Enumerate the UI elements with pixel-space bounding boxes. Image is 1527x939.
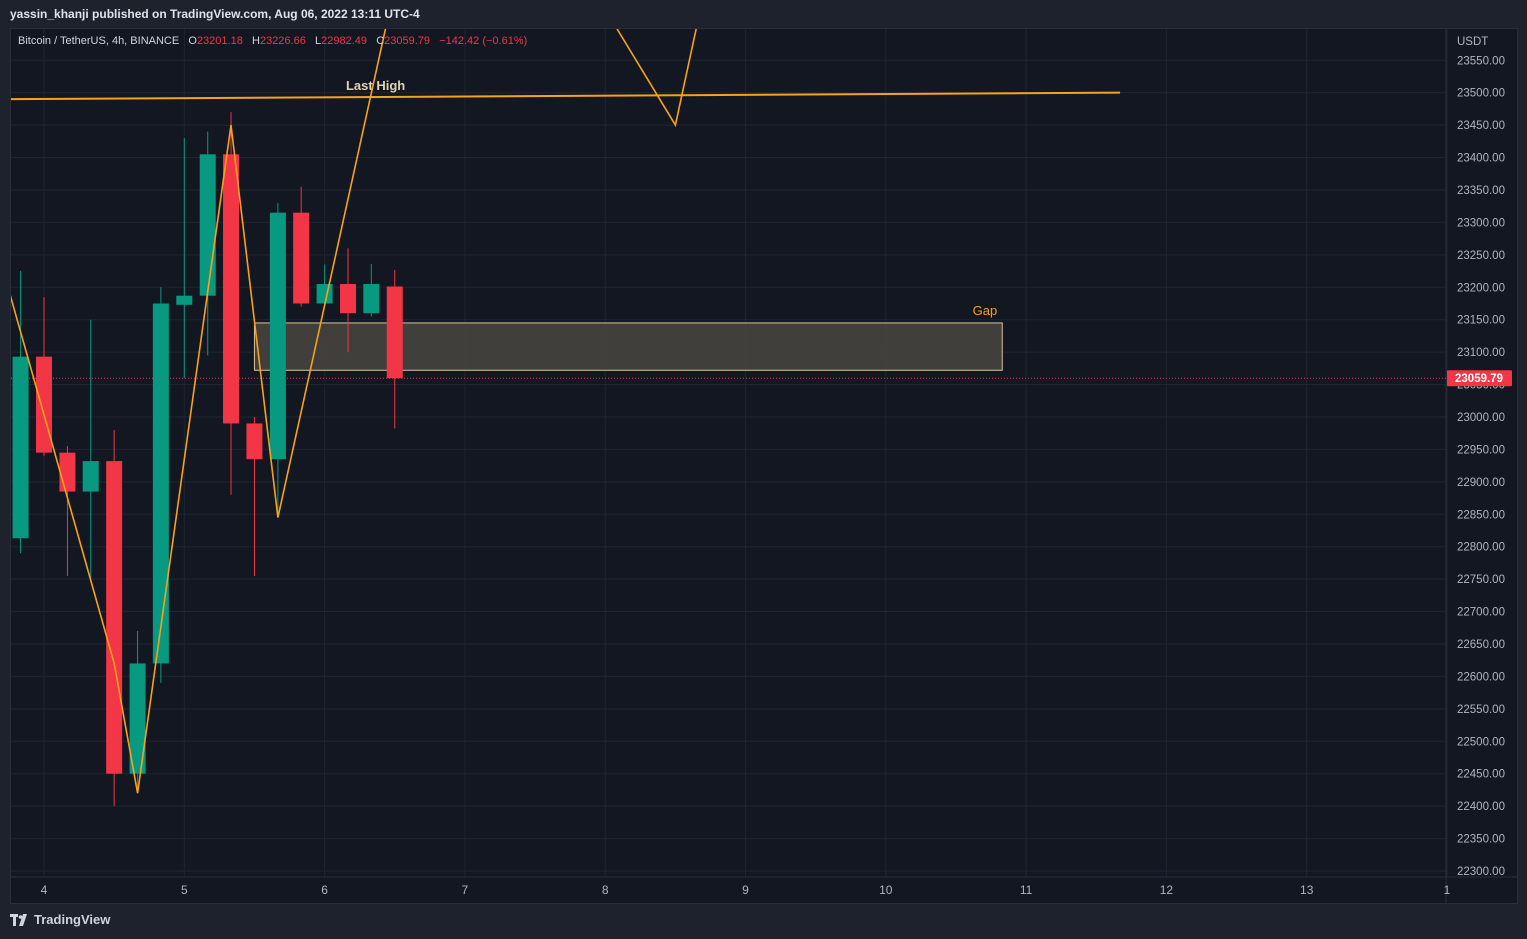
zigzag-drawing[interactable] (9, 0, 407, 794)
y-tick-label: 23300.00 (1457, 217, 1505, 229)
open-value: 23201.18 (196, 35, 243, 47)
tradingview-logo-icon (10, 913, 27, 926)
x-tick-label: 13 (1300, 883, 1314, 897)
candle-body-down[interactable] (223, 154, 240, 424)
tradingview-brand[interactable]: TradingView (10, 912, 110, 927)
y-tick-label: 23500.00 (1457, 88, 1505, 100)
y-tick-label: 22750.00 (1457, 574, 1505, 586)
last-price-badge-label: 23059.79 (1455, 373, 1503, 385)
x-tick-label: 7 (462, 883, 469, 897)
last-high-label: Last High (346, 78, 405, 93)
symbol-name[interactable]: Bitcoin / TetherUS, 4h, BINANCE (18, 35, 180, 47)
high-value: 23226.66 (259, 35, 306, 47)
candle-body-up[interactable] (199, 154, 216, 296)
y-tick-label: 22400.00 (1457, 801, 1505, 813)
y-tick-label: 22900.00 (1457, 477, 1505, 489)
candle-body-down[interactable] (106, 461, 123, 774)
low-value: 22982.49 (321, 35, 368, 47)
publisher-info: yassin_khanji published on TradingView.c… (10, 7, 420, 21)
candle-body-down[interactable] (293, 212, 310, 304)
y-tick-label: 22300.00 (1457, 866, 1505, 878)
gap-zone-rect[interactable] (253, 322, 1003, 371)
y-tick-label: 22650.00 (1457, 639, 1505, 651)
gap-zone-label: Gap (973, 303, 998, 318)
zigzag-projection[interactable] (616, 28, 697, 128)
high-label: H (252, 35, 260, 47)
x-tick-label: 12 (1160, 883, 1174, 897)
candlestick-chart[interactable]: 22300.00 22350.00 22400.00 22450.00 22500.00… (0, 0, 1527, 904)
candle-body-down[interactable] (36, 356, 52, 453)
candle-body-down[interactable] (386, 286, 403, 379)
symbol-legend: Bitcoin / TetherUS, 4h, BINANCE O23201.1… (18, 35, 527, 47)
currency-label: USDT (1457, 36, 1488, 48)
chart-pane[interactable] (10, 28, 1518, 904)
top-bar: yassin_khanji published on TradingView.c… (0, 0, 1527, 28)
y-tick-label: 23450.00 (1457, 120, 1505, 132)
y-tick-label: 22800.00 (1457, 542, 1505, 554)
y-tick-label: 23200.00 (1457, 282, 1505, 294)
open-label: O (188, 35, 197, 47)
y-tick-label: 22550.00 (1457, 704, 1505, 716)
y-tick-label: 23100.00 (1457, 347, 1505, 359)
candle-body-up[interactable] (269, 212, 286, 460)
x-tick-label: 5 (181, 883, 188, 897)
candle-body-down[interactable] (246, 423, 263, 460)
y-tick-label: 22450.00 (1457, 769, 1505, 781)
last-price-badge (1447, 370, 1512, 387)
x-tick-label: 4 (41, 883, 48, 897)
x-tick-label: 10 (879, 883, 893, 897)
x-tick-label: 6 (321, 883, 328, 897)
candle-body-down[interactable] (59, 452, 76, 492)
close-value: 23059.79 (384, 35, 431, 47)
candle-body-up[interactable] (12, 356, 29, 539)
plot-area[interactable]: Gap Last High (9, 0, 1446, 807)
candle-body-up[interactable] (152, 303, 169, 664)
y-tick-label: 23400.00 (1457, 153, 1505, 165)
y-tick-label: 23250.00 (1457, 250, 1505, 262)
candle-body-up[interactable] (176, 295, 193, 305)
y-tick-label: 23550.00 (1457, 55, 1505, 67)
x-tick-label: 1 (1444, 883, 1451, 897)
y-tick-label: 22600.00 (1457, 671, 1505, 683)
close-label: C (376, 35, 385, 47)
low-label: L (315, 35, 322, 47)
candle-body-up[interactable] (129, 663, 146, 774)
y-tick-label: 22500.00 (1457, 736, 1505, 748)
candle-body-up[interactable] (316, 284, 333, 304)
candle-body-up[interactable] (363, 284, 380, 314)
y-tick-label: 23000.00 (1457, 412, 1505, 424)
change-value: −142.42 (−0.61%) (439, 35, 528, 47)
last-high-line[interactable] (9, 91, 1121, 101)
bottom-bar (0, 904, 1527, 939)
tradingview-brand-text: TradingView (34, 912, 111, 927)
y-tick-label: 22850.00 (1457, 509, 1505, 521)
y-tick-label: 23350.00 (1457, 185, 1505, 197)
candle-body-down[interactable] (340, 284, 357, 314)
y-tick-label: 22350.00 (1457, 834, 1505, 846)
x-tick-label: 8 (602, 883, 609, 897)
x-tick-label: 11 (1020, 883, 1033, 897)
y-tick-label: 22700.00 (1457, 607, 1505, 619)
y-tick-label: 22950.00 (1457, 444, 1505, 456)
y-tick-label: 23150.00 (1457, 315, 1505, 327)
x-tick-label: 9 (742, 883, 749, 897)
candle-body-up[interactable] (82, 461, 99, 492)
